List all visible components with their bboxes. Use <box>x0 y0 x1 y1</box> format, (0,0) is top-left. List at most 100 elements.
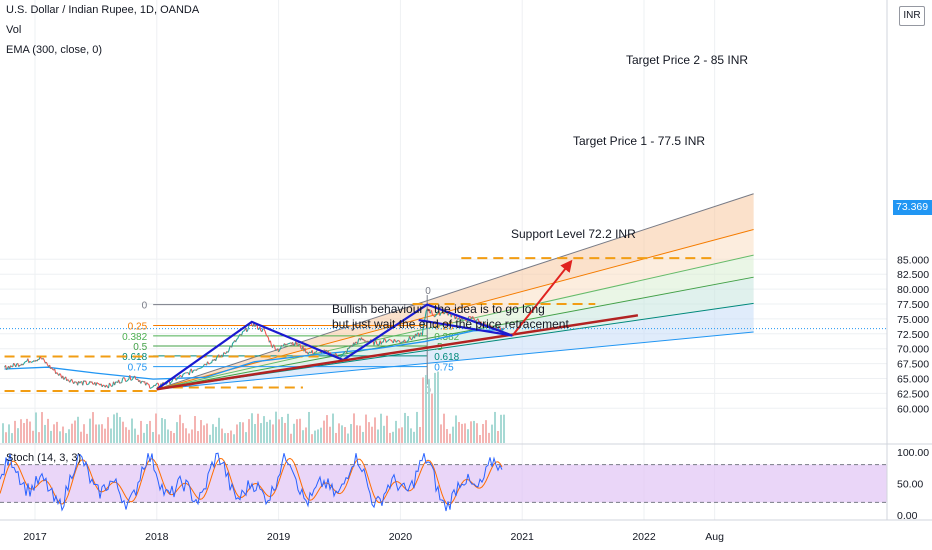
volume-bar <box>368 422 370 443</box>
price-segment <box>407 339 409 342</box>
price-segment <box>383 338 386 340</box>
volume-bar <box>365 414 367 443</box>
price-segment <box>441 311 444 314</box>
price-segment <box>148 384 151 389</box>
price-segment <box>36 359 39 362</box>
price-segment <box>42 357 45 361</box>
volume-bar <box>23 423 25 443</box>
price-segment <box>13 362 16 366</box>
volume-bar <box>164 419 166 443</box>
volume-bar <box>275 411 277 443</box>
price-segment <box>175 378 178 381</box>
price-segment <box>56 372 59 375</box>
price-segment <box>96 382 99 385</box>
volume-bar <box>290 433 292 443</box>
volume-bar <box>395 420 397 443</box>
price-segment <box>292 342 295 346</box>
volume-bar <box>413 431 415 443</box>
price-segment <box>443 312 446 315</box>
price-segment <box>179 374 182 377</box>
volume-bar <box>497 430 499 443</box>
price-segment <box>85 380 88 385</box>
volume-bar <box>182 423 184 443</box>
volume-bar <box>239 422 241 443</box>
volume-bar <box>269 419 271 443</box>
price-segment <box>198 367 200 370</box>
ema-path <box>4 328 504 380</box>
volume-bar <box>356 425 358 443</box>
volume-bar <box>458 422 460 443</box>
price-segment <box>356 339 360 345</box>
volume-bar <box>149 420 151 443</box>
x-tick-label: 2022 <box>632 531 656 543</box>
price-segment <box>24 361 27 363</box>
volume-bar <box>101 424 103 443</box>
price-segment <box>237 336 240 339</box>
volume-bar <box>446 429 448 443</box>
price-segment <box>183 372 186 375</box>
price-segment <box>340 355 343 358</box>
volume-bar <box>245 432 247 443</box>
volume-bar <box>221 428 223 443</box>
volume-bar <box>110 428 112 443</box>
price-segment <box>315 349 318 353</box>
price-segment <box>297 344 300 346</box>
volume-bar <box>362 431 364 443</box>
price-segment <box>201 366 203 369</box>
price-segment <box>299 344 302 349</box>
y-tick-label: 82.500 <box>897 269 929 281</box>
price-segment <box>436 311 439 315</box>
price-segment <box>406 340 408 343</box>
volume-bar <box>104 428 106 443</box>
price-segment <box>15 363 18 368</box>
fib-label-right: 0.75 <box>434 363 454 374</box>
price-segment <box>52 369 54 371</box>
price-segment <box>265 334 268 337</box>
volume-bar <box>341 425 343 443</box>
volume-bar <box>251 413 253 443</box>
volume-bar <box>131 418 133 443</box>
volume-bar <box>236 424 238 443</box>
volume-bar <box>179 414 181 443</box>
price-segment <box>421 326 424 336</box>
volume-bar <box>122 421 124 443</box>
price-segment <box>235 339 238 343</box>
volume-bar <box>311 434 313 443</box>
currency-button[interactable]: INR <box>899 6 925 26</box>
price-segment <box>311 350 314 355</box>
volume-bar <box>95 424 97 443</box>
price-segment <box>191 370 194 374</box>
volume-bar <box>383 425 385 443</box>
volume-bar <box>71 423 73 443</box>
volume-bar <box>320 427 322 443</box>
price-segment <box>447 313 450 316</box>
volume-bar <box>443 413 445 443</box>
volume-bar <box>254 423 256 443</box>
volume-bar <box>233 434 235 443</box>
price-segment <box>285 343 287 346</box>
vol-label: Vol <box>6 24 22 36</box>
price-segment <box>110 384 112 387</box>
price-segment <box>202 365 204 368</box>
price-series <box>0 308 887 389</box>
price-segment <box>215 357 218 362</box>
price-segment <box>388 338 391 341</box>
y-tick-label: 85.000 <box>897 254 929 266</box>
price-segment <box>472 317 476 321</box>
volume-bar <box>305 427 307 443</box>
y-tick-label: 67.500 <box>897 359 929 371</box>
price-segment <box>411 337 414 341</box>
price-segment <box>238 334 241 337</box>
price-segment <box>181 373 184 378</box>
volume-bar <box>308 411 310 443</box>
volume-bar <box>302 430 304 443</box>
volume-bar <box>404 412 406 443</box>
volume-bar <box>92 412 94 443</box>
volume-bar <box>212 424 214 443</box>
volume-bar <box>353 413 355 443</box>
price-segment <box>119 382 121 384</box>
price-segment <box>439 312 442 316</box>
volume-bar <box>2 423 4 443</box>
volume-bar <box>371 426 373 443</box>
